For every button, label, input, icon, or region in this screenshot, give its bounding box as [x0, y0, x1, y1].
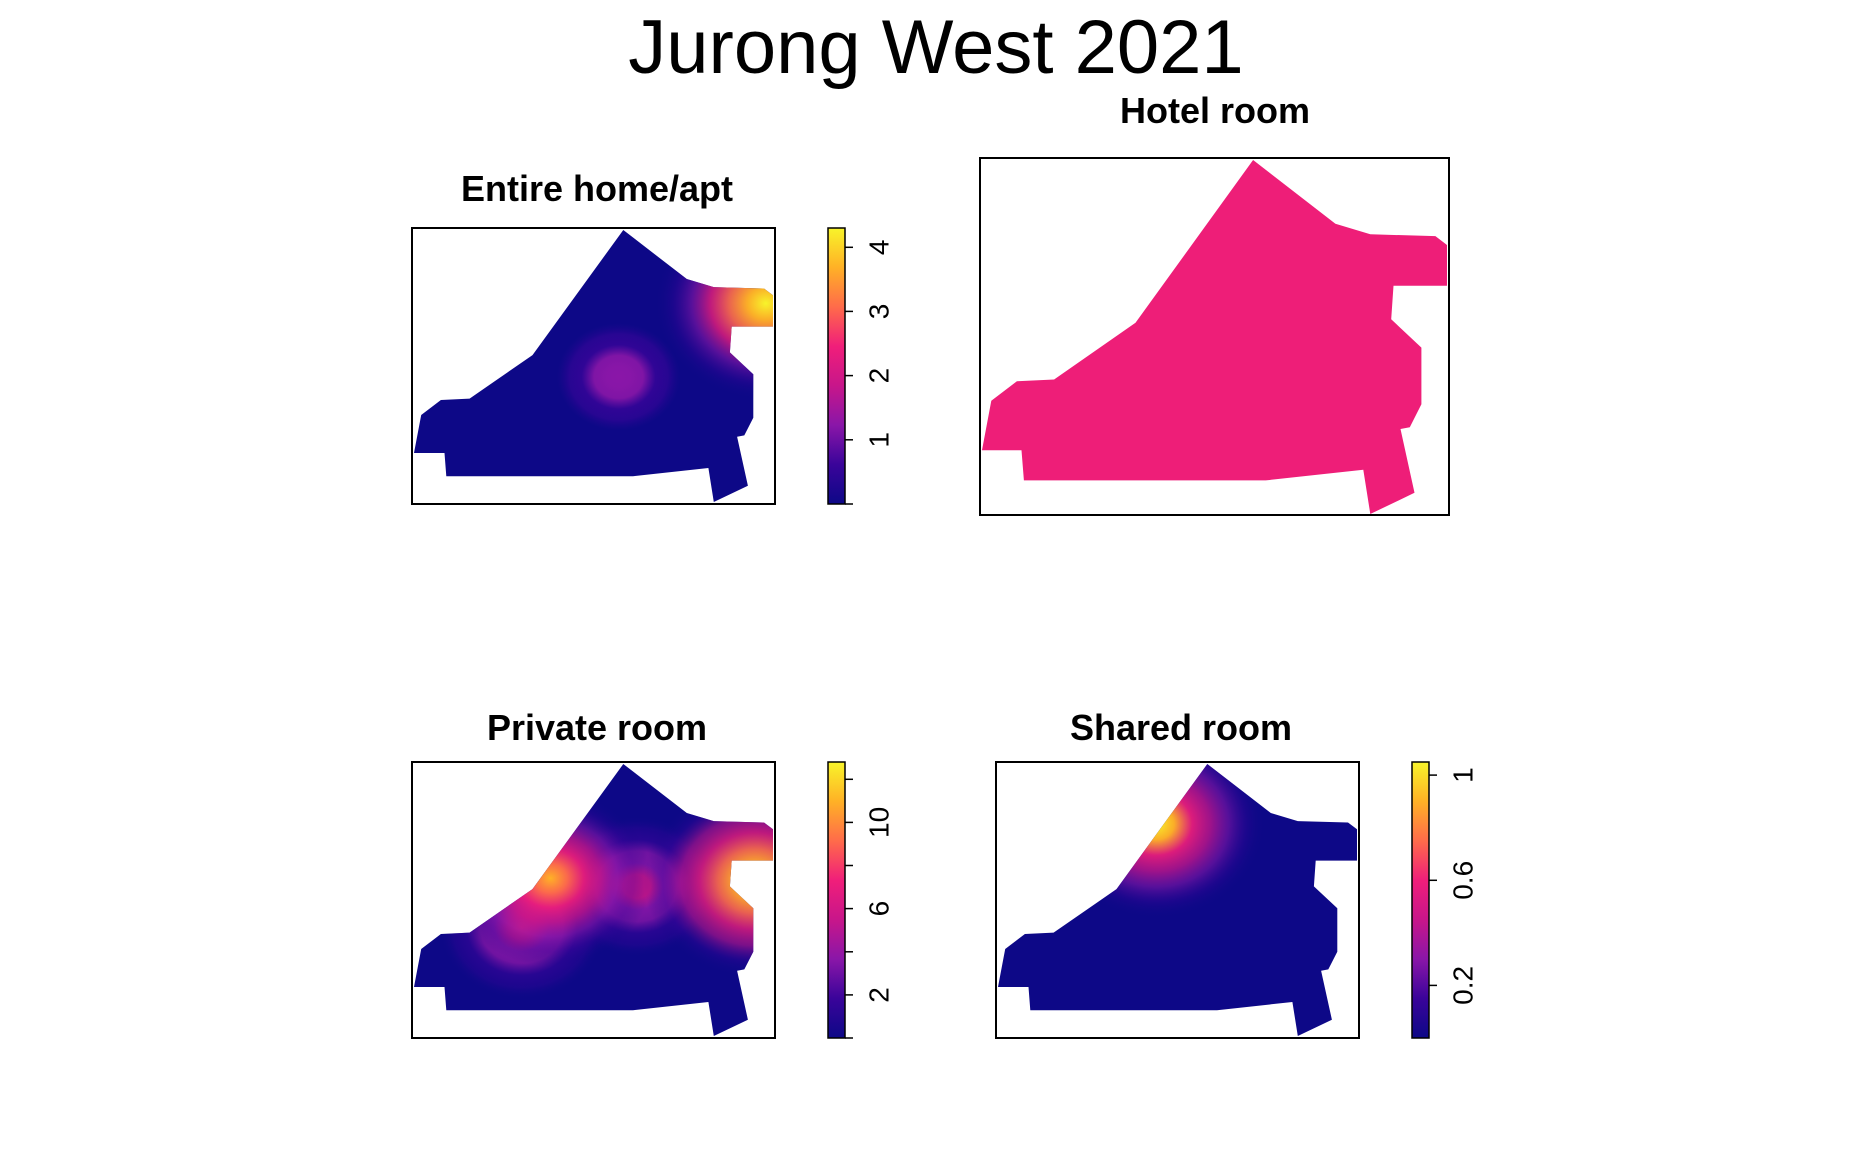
density-hotspot [449, 790, 652, 967]
colorbar-tick-label: 4 [863, 240, 894, 256]
plot-frame [411, 761, 776, 1039]
panel-entire-home [411, 227, 776, 505]
panel-title-entire-home: Entire home/apt [460, 168, 734, 209]
colorbar-private-room: 2 6 10 [827, 761, 894, 1039]
colorbar-entire-home: 1 2 3 4 [827, 227, 894, 505]
panel-title-private-room: Private room [486, 707, 708, 748]
colorbar-tick-label: 10 [863, 807, 894, 838]
colorbar-shared-room: 0.2 0.6 1 [1411, 761, 1478, 1039]
colorbar-tick-label: 0.6 [1447, 861, 1478, 900]
colorbar-tick-label: 6 [863, 901, 894, 917]
panel-title-shared-room: Shared room [1069, 707, 1293, 748]
density-hotspot [1047, 764, 1265, 919]
figure-title: Jurong West 2021 [628, 5, 1244, 90]
density-surface [982, 160, 1447, 514]
panel-title-hotel-room: Hotel room [1119, 90, 1310, 131]
colorbar-tick-label: 0.2 [1447, 966, 1478, 1005]
colorbar-gradient [1411, 761, 1430, 1039]
plot-frame [995, 761, 1360, 1039]
density-hotspot [544, 312, 693, 442]
plot-frame [979, 157, 1450, 516]
plot-frame [411, 227, 776, 505]
panel-hotel-room [979, 157, 1450, 516]
colorbar-tick-label: 2 [863, 368, 894, 384]
colorbar-tick-label: 2 [863, 987, 894, 1003]
colorbar-tick-label: 3 [863, 304, 894, 320]
colorbar-gradient [827, 761, 846, 1039]
panel-shared-room [995, 761, 1360, 1039]
panel-private-room [411, 761, 776, 1039]
colorbar-tick-label: 1 [863, 432, 894, 448]
colorbar-gradient [827, 227, 846, 505]
colorbar-tick-label: 1 [1447, 767, 1478, 783]
